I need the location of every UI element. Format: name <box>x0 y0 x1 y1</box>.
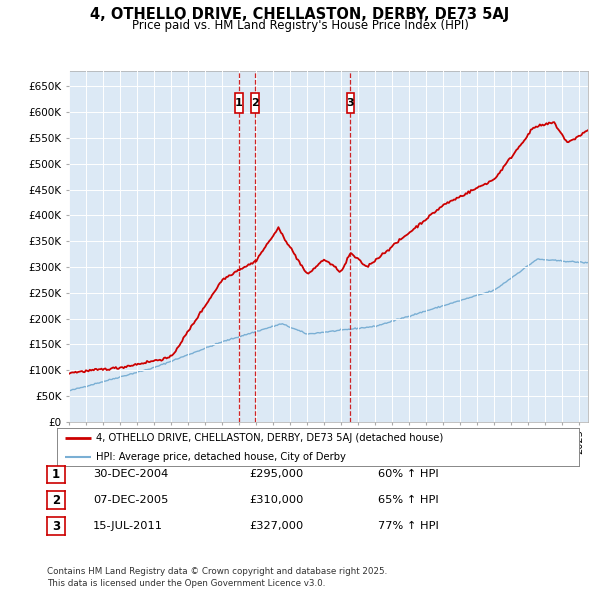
Text: £295,000: £295,000 <box>249 470 303 479</box>
FancyBboxPatch shape <box>251 93 259 113</box>
Text: 2: 2 <box>52 494 60 507</box>
Text: 4, OTHELLO DRIVE, CHELLASTON, DERBY, DE73 5AJ: 4, OTHELLO DRIVE, CHELLASTON, DERBY, DE7… <box>91 7 509 22</box>
Text: 1: 1 <box>235 98 243 108</box>
FancyBboxPatch shape <box>235 93 242 113</box>
Text: 60% ↑ HPI: 60% ↑ HPI <box>378 470 439 479</box>
Text: HPI: Average price, detached house, City of Derby: HPI: Average price, detached house, City… <box>96 451 346 461</box>
Text: 07-DEC-2005: 07-DEC-2005 <box>93 496 169 505</box>
Text: 2: 2 <box>251 98 259 108</box>
FancyBboxPatch shape <box>347 93 354 113</box>
Text: 4, OTHELLO DRIVE, CHELLASTON, DERBY, DE73 5AJ (detached house): 4, OTHELLO DRIVE, CHELLASTON, DERBY, DE7… <box>96 433 443 443</box>
Text: £327,000: £327,000 <box>249 522 303 531</box>
Text: 30-DEC-2004: 30-DEC-2004 <box>93 470 168 479</box>
Text: 15-JUL-2011: 15-JUL-2011 <box>93 522 163 531</box>
Text: 3: 3 <box>347 98 354 108</box>
Text: £310,000: £310,000 <box>249 496 304 505</box>
Text: 77% ↑ HPI: 77% ↑ HPI <box>378 522 439 531</box>
Text: Price paid vs. HM Land Registry's House Price Index (HPI): Price paid vs. HM Land Registry's House … <box>131 19 469 32</box>
Text: 1: 1 <box>52 468 60 481</box>
Text: Contains HM Land Registry data © Crown copyright and database right 2025.
This d: Contains HM Land Registry data © Crown c… <box>47 568 387 588</box>
Text: 65% ↑ HPI: 65% ↑ HPI <box>378 496 439 505</box>
Text: 3: 3 <box>52 520 60 533</box>
